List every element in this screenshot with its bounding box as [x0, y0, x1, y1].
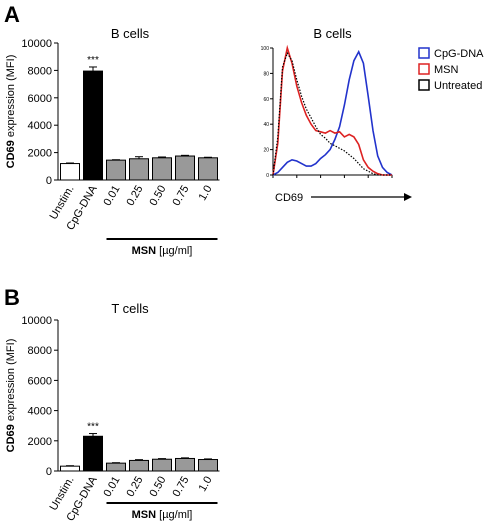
bar-unstim-	[60, 465, 80, 472]
y-axis-label-bold: CD69	[5, 140, 17, 168]
x-tick-label: 0.25	[124, 184, 145, 209]
x-tick-label: 0.50	[147, 184, 168, 209]
group-label: MSN [µg/ml]	[132, 245, 193, 257]
y-tick-label: 60	[263, 97, 269, 103]
y-tick-label: 100	[261, 46, 270, 52]
bar-0-25	[129, 158, 149, 181]
bar-0-50	[152, 157, 172, 181]
y-axis-label-bold: CD69	[5, 424, 17, 452]
y-axis-label-rest: expression (MFI)	[5, 339, 17, 425]
group-label-bold: MSN	[132, 245, 157, 257]
bar-1-0	[198, 157, 218, 181]
legend-label: Untreated	[434, 80, 482, 92]
y-tick-label: 6000	[28, 93, 52, 105]
y-tick-label: 4000	[28, 406, 52, 418]
x-axis-arrowhead	[404, 193, 412, 201]
bar-0-75	[175, 457, 195, 472]
x-axis-label: CD69	[275, 192, 303, 204]
y-tick-label: 0	[46, 466, 52, 478]
y-tick-label: 20	[263, 148, 269, 154]
legend-swatch	[418, 79, 430, 91]
y-axis-label: CD69 expression (MFI)	[5, 55, 17, 169]
y-tick-label: 2000	[28, 148, 52, 160]
panel-letter-b: B	[4, 285, 20, 310]
group-label-bold: MSN	[132, 509, 157, 521]
y-tick-label: 8000	[28, 345, 52, 357]
bar-0-01	[106, 462, 126, 472]
x-tick-label: 0.25	[124, 475, 145, 500]
histogram-b-cells: B cells 0 20 40 60 80 100 CD69 CpG-DNA MSN Untreat…	[261, 26, 485, 204]
bar-chart-b-cells: B cells 0 2000 4000 6000 8000 10000 CD69 expres…	[5, 26, 220, 257]
chart-title: B cells	[313, 26, 352, 41]
y-tick-label: 2000	[28, 436, 52, 448]
bar-0-25	[129, 459, 149, 472]
bar-chart-t-cells: T cells 0 2000 4000 6000 8000 10000 CD69 expres…	[5, 301, 220, 523]
bar-cpg-dna	[83, 70, 103, 181]
y-tick-label: 0	[46, 175, 52, 187]
x-tick-label: 0.50	[147, 475, 168, 500]
x-tick-label: 0.01	[101, 475, 122, 500]
y-tick-label: 4000	[28, 120, 52, 132]
x-tick-label: 1.0	[197, 475, 215, 494]
y-axis-label-rest: expression (MFI)	[5, 55, 17, 141]
y-axis-label: CD69 expression (MFI)	[5, 339, 17, 453]
legend-label: MSN	[434, 64, 459, 76]
y-tick-label: 80	[263, 71, 269, 77]
group-label: MSN [µg/ml]	[132, 509, 193, 521]
bar-0-01	[106, 159, 126, 181]
x-tick-label: 0.75	[170, 475, 191, 500]
significance-label: ***	[87, 55, 99, 66]
legend-swatch	[418, 47, 430, 59]
y-tick-label: 10000	[21, 38, 52, 50]
x-tick-label: 0.01	[101, 184, 122, 209]
chart-title: T cells	[111, 301, 149, 316]
y-tick-label: 40	[263, 122, 269, 128]
bar-1-0	[198, 459, 218, 472]
group-label-rest: [µg/ml]	[156, 509, 192, 521]
legend-label: CpG-DNA	[434, 48, 484, 60]
legend-swatch	[418, 63, 430, 75]
series-line-cpg-dna	[272, 49, 393, 176]
panel-letter-a: A	[4, 2, 20, 27]
bar-0-50	[152, 458, 172, 472]
bar-cpg-dna	[83, 435, 103, 472]
y-tick-label: 6000	[28, 375, 52, 387]
x-tick-label: 1.0	[197, 184, 215, 203]
y-tick-label: 0	[266, 173, 269, 179]
x-tick-label: 0.75	[170, 184, 191, 209]
series-line-msn	[272, 44, 392, 176]
y-tick-label: 10000	[21, 315, 52, 327]
bar-unstim-	[60, 163, 80, 181]
significance-label: ***	[87, 422, 99, 433]
bar-0-75	[175, 155, 195, 181]
series-line-untreated	[272, 51, 392, 176]
group-label-rest: [µg/ml]	[156, 245, 192, 257]
chart-title: B cells	[111, 26, 150, 41]
y-tick-label: 8000	[28, 65, 52, 77]
